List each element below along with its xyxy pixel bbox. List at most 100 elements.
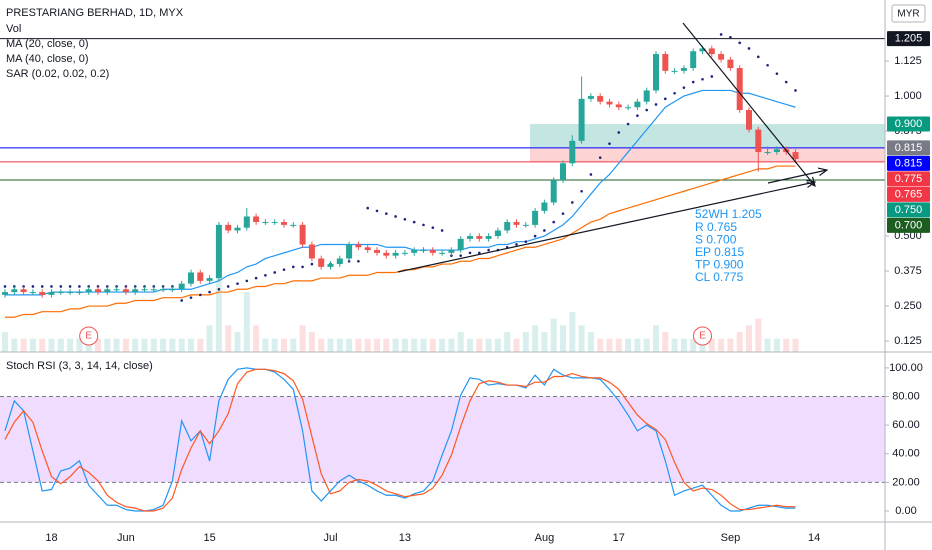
sar-dot — [422, 223, 425, 227]
candle-body — [374, 250, 380, 253]
sar-dot — [208, 290, 211, 294]
volume-bar — [392, 338, 399, 352]
volume-bar — [522, 332, 529, 352]
sar-dot — [598, 156, 602, 159]
candle-body — [541, 202, 548, 211]
x-tick-label: 17 — [613, 532, 625, 544]
volume-bar — [662, 332, 669, 352]
sar-dot — [459, 254, 463, 257]
sar-dot — [468, 251, 472, 255]
volume-bar — [299, 325, 306, 352]
sar-dot — [664, 97, 667, 101]
candle-body — [513, 222, 520, 225]
sar-dot — [217, 287, 221, 291]
currency-label: MYR — [897, 9, 919, 20]
sar-dot — [682, 86, 686, 89]
sar-dot — [347, 259, 351, 263]
volume-bar — [513, 338, 520, 352]
sar-dot — [3, 285, 7, 288]
volume-bar — [541, 332, 548, 352]
volume-bar — [2, 332, 8, 352]
candle-body — [597, 96, 604, 102]
volume-bar — [57, 338, 64, 352]
price-zone — [530, 147, 885, 162]
sar-dot — [515, 243, 518, 246]
sar-dot — [691, 80, 695, 84]
sar-dot — [273, 271, 277, 274]
candle-body — [467, 236, 473, 239]
candle-body — [2, 292, 8, 295]
candle-body — [746, 110, 752, 130]
volume-bar — [383, 338, 390, 352]
sar-dot — [357, 259, 360, 263]
candle-body — [643, 90, 650, 102]
sar-dot — [282, 268, 286, 271]
candle-body — [587, 96, 594, 99]
sar-dot — [245, 279, 249, 283]
trend-line — [397, 182, 815, 273]
candle-body — [792, 152, 799, 160]
volume-bar — [48, 338, 55, 352]
candle-body — [755, 129, 762, 153]
volume-bar — [188, 338, 194, 352]
candle-body — [76, 292, 83, 294]
candle-body — [150, 289, 157, 291]
y-tick-label: 80.00 — [892, 390, 920, 402]
y-tick-label: 0.00 — [895, 505, 916, 517]
volume-bar — [643, 338, 650, 352]
volume-bar — [160, 338, 167, 352]
x-tick-label: Jun — [117, 532, 135, 544]
price-zone — [530, 124, 885, 148]
y-tick-label: 40.00 — [892, 448, 920, 460]
candle-body — [625, 107, 632, 109]
volume-bar — [755, 318, 762, 352]
sar-dot — [626, 122, 630, 126]
price-label-box — [887, 186, 930, 202]
earnings-marker — [693, 326, 712, 346]
y-tick-label: 60.00 — [892, 419, 920, 431]
volume-bar — [476, 338, 483, 352]
volume-bar — [11, 338, 18, 352]
volume-bar — [420, 338, 427, 352]
price-label-box — [887, 217, 930, 233]
annotation-text: EP 0.815 — [695, 245, 744, 259]
sar-dot — [199, 293, 202, 297]
x-tick-label: 13 — [399, 532, 411, 544]
sar-dot — [729, 35, 732, 39]
currency-box[interactable] — [891, 4, 926, 23]
annotation-text: S 0.700 — [695, 232, 737, 246]
candle-body — [141, 289, 148, 291]
candle-body — [29, 292, 36, 294]
candle-body — [206, 278, 213, 281]
sar-dot — [180, 299, 183, 302]
candle-body — [550, 180, 557, 203]
volume-bar — [122, 338, 129, 352]
sar-dot — [784, 80, 788, 84]
sar-dot — [766, 63, 769, 67]
candle-body — [718, 54, 725, 60]
volume-bar — [290, 338, 297, 352]
sar-dot — [385, 212, 388, 215]
volume-bar — [355, 338, 362, 352]
x-tick-label: Jul — [323, 532, 337, 544]
price-label: 1.205 — [895, 33, 923, 45]
candle-body — [48, 292, 55, 295]
candle-body — [122, 289, 129, 293]
sar-dot — [236, 282, 239, 285]
price-label-box — [887, 155, 930, 171]
sar-dot — [375, 209, 379, 213]
volume-bar — [736, 332, 743, 352]
sar-dot — [68, 285, 72, 288]
candle-body — [290, 224, 297, 226]
volume-bar — [308, 332, 315, 352]
legend-entry: SAR (0.02, 0.02, 0.2) — [6, 68, 109, 80]
volume-bar — [494, 338, 501, 352]
y-tick-label: 100.00 — [889, 362, 923, 374]
volume-bar — [597, 338, 604, 352]
price-label: 0.775 — [895, 173, 923, 185]
candle-body — [57, 292, 64, 294]
volume-bar — [234, 332, 241, 352]
stoch-line — [4, 368, 796, 512]
candle-body — [383, 252, 390, 256]
